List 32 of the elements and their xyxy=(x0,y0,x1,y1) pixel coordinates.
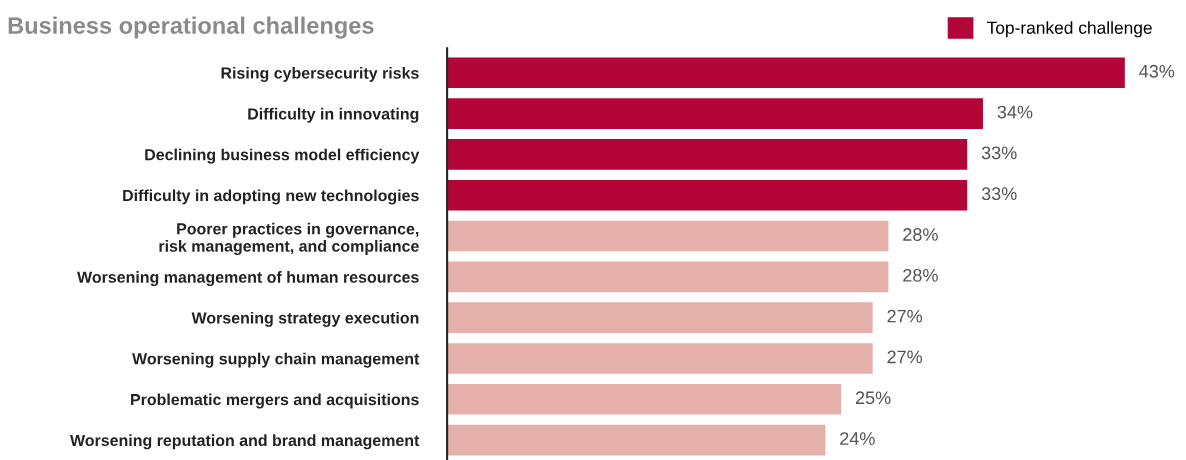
data-label: 28% xyxy=(903,268,938,282)
y-tick-label: Difficulty in adopting new technologies xyxy=(123,189,419,205)
data-label: 27% xyxy=(887,309,923,323)
bar xyxy=(447,98,983,129)
data-label: 28% xyxy=(903,228,938,241)
data-label: 43% xyxy=(1139,64,1175,78)
y-tick-label: Worsening strategy execution xyxy=(191,311,419,327)
bar xyxy=(447,424,826,456)
data-label: 33% xyxy=(981,146,1017,160)
data-label: 24% xyxy=(840,432,875,445)
y-tick-label: Worsening supply chain management xyxy=(132,352,420,368)
data-label: 27% xyxy=(887,350,923,364)
bar xyxy=(447,57,1125,89)
text: Business operational challenges xyxy=(8,16,374,39)
bar xyxy=(447,383,842,415)
bar xyxy=(447,261,889,293)
data-label: 34% xyxy=(997,105,1033,119)
bar xyxy=(447,179,968,211)
data-label: 33% xyxy=(981,187,1017,201)
y-tick-label: Difficulty in innovating xyxy=(248,107,419,123)
y-tick-label: Worsening management of human resources xyxy=(77,271,419,287)
y-tick-label: Problematic mergers and acquisitions xyxy=(131,393,419,409)
y-tick-label: Rising cybersecurity risks xyxy=(221,67,419,82)
y-tick-label: Declining business model efficiency xyxy=(145,148,420,164)
legend-label: Top-ranked challenge xyxy=(986,21,1152,38)
y-tick-label: Poorer practices in governance, risk management, and compliance xyxy=(159,222,419,256)
y-tick-label: Worsening reputation and brand management xyxy=(70,434,420,450)
bar xyxy=(447,343,873,374)
bar xyxy=(447,220,889,252)
data-label: 25% xyxy=(855,391,891,405)
bar xyxy=(447,302,873,333)
bar xyxy=(447,139,968,170)
